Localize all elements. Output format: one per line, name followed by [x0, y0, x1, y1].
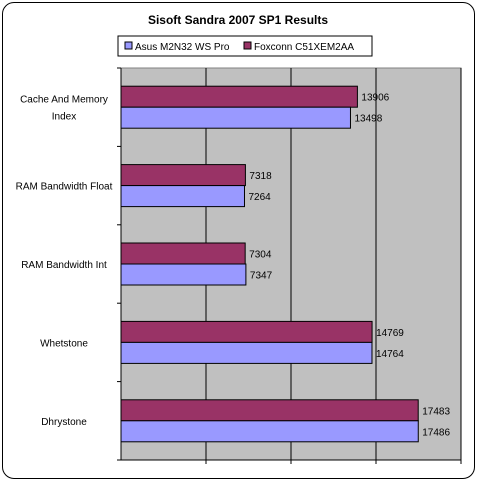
data-label-foxconn-2: 7304	[249, 250, 272, 261]
legend-swatch-foxconn	[243, 41, 252, 50]
data-label-asus-4: 17486	[422, 427, 450, 438]
bar-asus-3	[120, 341, 373, 364]
legend-label-asus: Asus M2N32 WS Pro	[135, 42, 230, 53]
category-label-1: RAM Bandwidth Float	[16, 182, 113, 193]
category-label-2: RAM Bandwidth Int	[21, 260, 107, 271]
category-label-0-line-0: Cache And Memory	[20, 95, 108, 106]
bar-foxconn-3	[120, 320, 373, 343]
legend-label-foxconn: Foxconn C51XEM2AA	[254, 42, 354, 53]
bar-asus-4	[120, 420, 419, 443]
data-label-foxconn-4: 17483	[422, 406, 450, 417]
legend: Asus M2N32 WS Pro Foxconn C51XEM2AA	[117, 35, 373, 57]
bar-asus-0	[120, 106, 351, 129]
plot-area: 13906 13498 Cache And Memory Index 7318 7264 R…	[16, 67, 462, 464]
legend-swatch-asus	[124, 41, 133, 50]
data-label-foxconn-3: 14769	[376, 328, 404, 339]
data-label-asus-1: 7264	[248, 192, 271, 203]
bar-asus-1	[120, 185, 245, 208]
bar-asus-2	[120, 263, 247, 286]
chart-title: Sisoft Sandra 2007 SP1 Results	[148, 13, 328, 27]
category-label-0-line-1: Index	[52, 112, 76, 123]
data-label-foxconn-1: 7318	[249, 171, 272, 182]
bar-foxconn-0	[120, 85, 358, 108]
bar-foxconn-1	[120, 164, 246, 187]
bar-foxconn-4	[120, 399, 419, 422]
category-label-3: Whetstone	[40, 338, 88, 349]
category-label-4: Dhrystone	[41, 417, 87, 428]
data-label-asus-2: 7347	[250, 271, 273, 282]
data-label-foxconn-0: 13906	[361, 93, 389, 104]
bar-foxconn-2	[120, 242, 246, 265]
data-label-asus-0: 13498	[354, 114, 382, 125]
data-label-asus-3: 14764	[376, 349, 404, 360]
